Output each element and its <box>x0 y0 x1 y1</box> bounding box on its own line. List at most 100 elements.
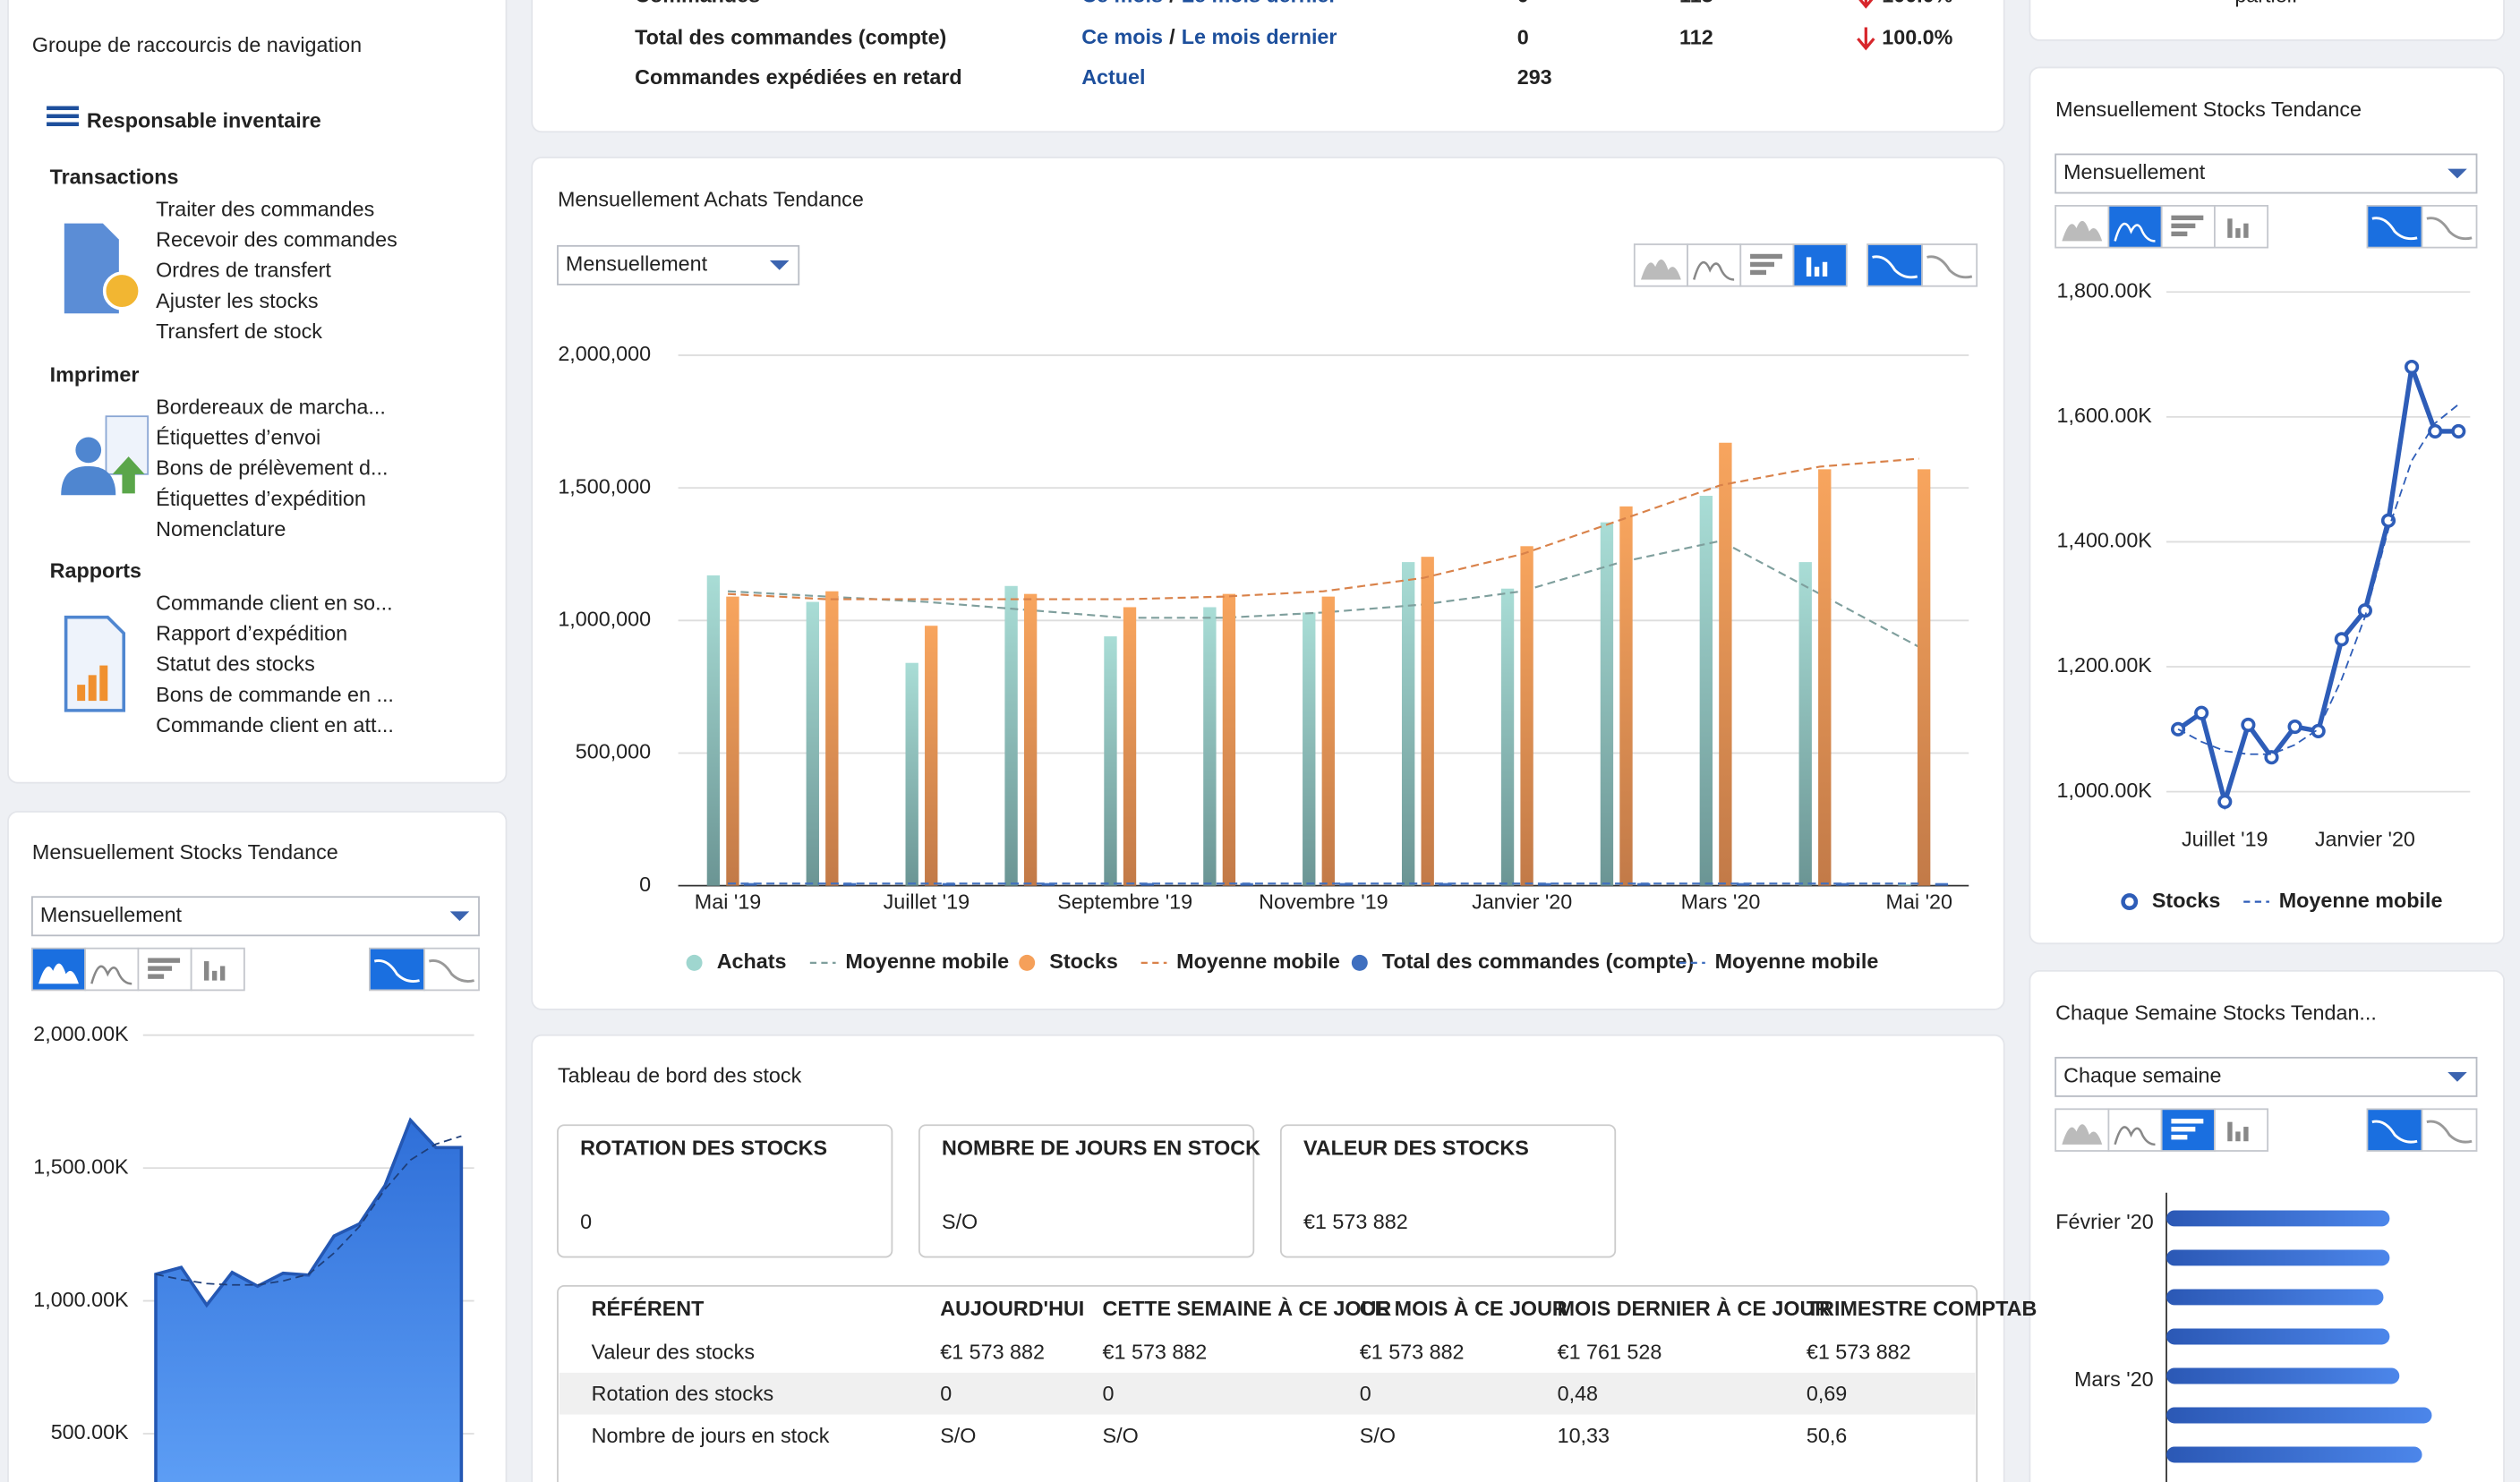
row-label: Commandes expédiées en retard <box>635 65 962 89</box>
bar <box>1898 884 1911 886</box>
bar <box>1023 593 1038 886</box>
nav-link: Ajuster les stocks <box>156 289 318 312</box>
chart-type-button[interactable] <box>137 947 192 992</box>
period-link: Le mois dernier <box>1182 25 1337 48</box>
icon <box>2243 1127 2249 1142</box>
icon <box>2062 1124 2103 1145</box>
icon <box>1640 259 1681 280</box>
icon <box>2171 1127 2196 1132</box>
bar <box>1520 546 1533 886</box>
icon <box>1872 255 1918 279</box>
kpi-label: NOMBRE DE JOURS EN STOCK <box>942 1136 1260 1159</box>
nav-link: Commande client en att... <box>156 713 394 737</box>
icon <box>2235 228 2241 238</box>
down-arrow <box>1857 27 1875 51</box>
bar <box>1222 593 1236 886</box>
period-separator: / <box>1169 0 1175 7</box>
legend-label: Achats <box>717 950 787 973</box>
x-tick-label: Mai '20 <box>1886 890 1952 914</box>
select-caret <box>2447 168 2467 179</box>
chart-type-button[interactable] <box>190 947 245 992</box>
chart-type-button[interactable] <box>2213 205 2269 249</box>
previous-value: 112 <box>1679 25 1713 48</box>
curve-button[interactable] <box>1921 243 1978 287</box>
y-tick-label: 1,500.00K <box>33 1154 129 1178</box>
column-header: MOIS DERNIER À CE JOUR <box>1558 1296 1831 1320</box>
panel-title: Tableau de bord des stock <box>558 1064 802 1087</box>
y-tick-label: 1,500,000 <box>558 474 651 498</box>
curve-button[interactable] <box>369 947 425 992</box>
icon <box>2371 217 2418 241</box>
menu-icon <box>47 106 79 111</box>
x-tick-label: Novembre '19 <box>1259 890 1388 914</box>
nav-link: Bons de commande en ... <box>156 683 394 706</box>
icon <box>1750 261 1774 268</box>
icon <box>2171 1135 2188 1140</box>
panel-title: Chaque Semaine Stocks Tendan... <box>2055 1001 2377 1025</box>
curve-button[interactable] <box>2421 1108 2478 1152</box>
select-box <box>2054 1056 2478 1097</box>
icon <box>1814 267 1820 277</box>
table-cell: Nombre de jours en stock <box>592 1424 830 1447</box>
curve-button[interactable] <box>2421 205 2478 249</box>
bar <box>1303 612 1316 886</box>
report-bar <box>88 675 97 702</box>
row-stripe <box>559 1372 1976 1415</box>
icon <box>428 959 474 983</box>
kpi-value: S/O <box>942 1210 978 1233</box>
bar <box>1401 562 1415 886</box>
panel-title: Groupe de raccourcis de navigation <box>32 33 362 56</box>
icon <box>2243 223 2249 238</box>
x-tick-label: Mars '20 <box>1681 890 1761 914</box>
icon <box>2114 1126 2156 1146</box>
legend-marker <box>1351 954 1368 971</box>
curve-button[interactable] <box>2366 205 2423 249</box>
menu-icon <box>47 122 79 126</box>
table-cell: S/O <box>1360 1424 1396 1447</box>
column-header: TRIMESTRE COMPTAB <box>1807 1297 2037 1320</box>
chart-type-button[interactable] <box>2213 1108 2269 1152</box>
icon <box>2171 231 2188 237</box>
table-cell: S/O <box>940 1424 976 1447</box>
period-link: Ce mois <box>1081 0 1163 7</box>
icon <box>219 966 226 981</box>
bar <box>825 591 839 886</box>
period-link: Le mois dernier <box>1182 0 1337 7</box>
select-caret <box>449 911 470 922</box>
bar <box>2166 1328 2390 1345</box>
period-link: Actuel <box>1081 65 1145 89</box>
curve-button[interactable] <box>423 947 480 992</box>
legend-marker <box>1019 954 1036 971</box>
period: Actuel <box>1081 65 1145 89</box>
curve-button[interactable] <box>1867 243 1924 287</box>
x-tick-label: Janvier '20 <box>1472 890 1572 914</box>
y-tick-label: Février '20 <box>2055 1210 2153 1233</box>
curve-button[interactable] <box>2366 1108 2423 1152</box>
nav-link: Bons de prélèvement d... <box>156 456 388 480</box>
icon <box>2114 222 2156 243</box>
x-tick-label: Juillet '19 <box>884 890 970 914</box>
y-tick-label: 1,000.00K <box>2057 779 2153 802</box>
legend-label: Moyenne mobile <box>1715 950 1879 973</box>
icon <box>38 963 79 984</box>
bar <box>726 596 739 886</box>
nav-link: Bordereaux de marcha... <box>156 395 386 418</box>
bar <box>744 882 757 886</box>
x-tick-label: Juillet '19 <box>2182 828 2268 851</box>
y-tick-label: 1,800.00K <box>2057 278 2153 302</box>
y-tick-label: 1,600.00K <box>2057 404 2153 427</box>
report-bar <box>99 665 108 702</box>
panel-title: Mensuellement Stocks Tendance <box>32 840 338 864</box>
chart-type-button[interactable] <box>1792 243 1848 287</box>
bar <box>1699 496 1713 886</box>
table-cell: €1 573 882 <box>940 1340 1045 1363</box>
icon <box>1750 253 1782 260</box>
y-tick-label: 500.00K <box>51 1420 129 1444</box>
table-cell: S/O <box>1103 1424 1139 1447</box>
y-tick-label: 2,000,000 <box>558 342 651 365</box>
bar <box>706 575 721 886</box>
change-value: 100.0% <box>1882 25 1952 48</box>
bar <box>1818 469 1832 886</box>
bar <box>1835 882 1849 886</box>
section-title: Transactions <box>50 166 179 189</box>
